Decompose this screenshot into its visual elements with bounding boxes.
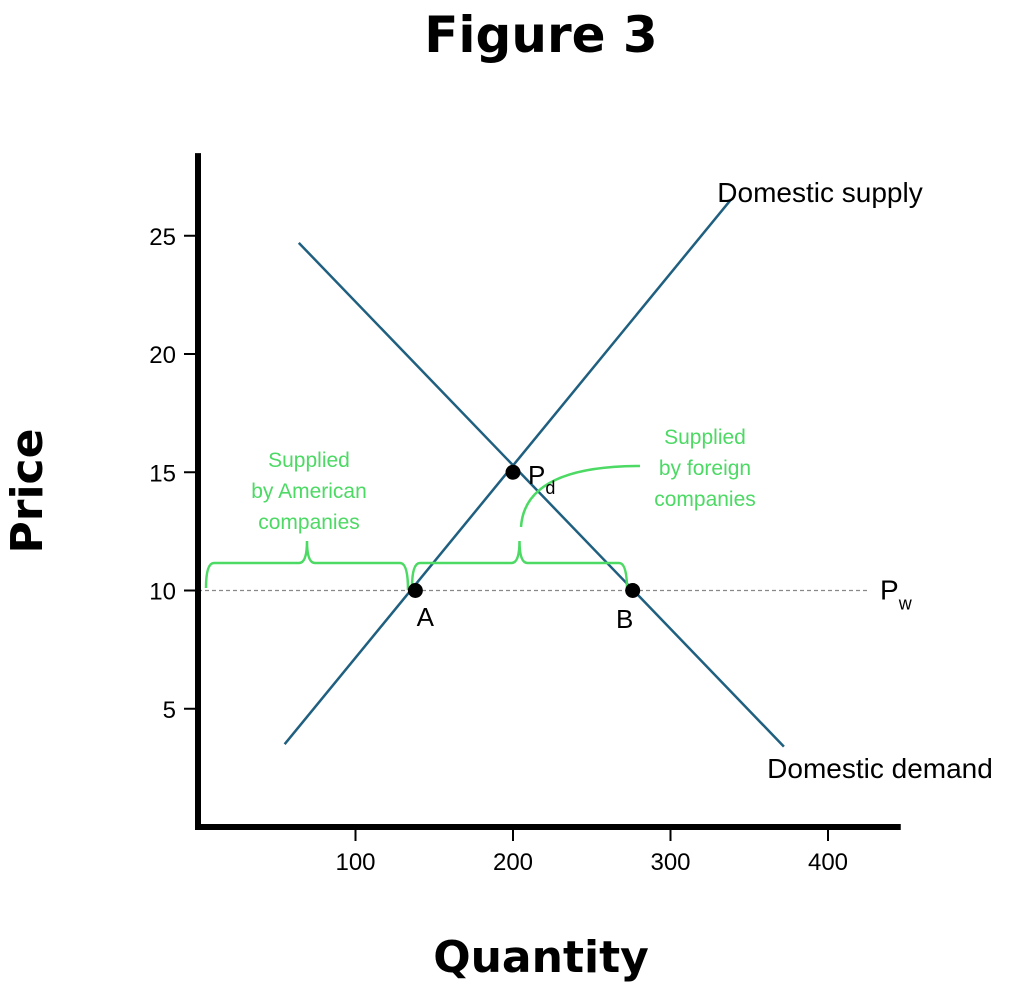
point-pd [505, 464, 521, 480]
domestic-demand-line [297, 241, 785, 748]
american-annotation-line: by American [251, 480, 367, 503]
supply-curve-label: Domestic supply [717, 177, 922, 208]
american-annotation-line: companies [258, 511, 360, 534]
y-tick-label: 25 [149, 224, 176, 251]
y-axis-title: Price [2, 429, 53, 554]
y-tick-label: 5 [163, 697, 176, 724]
foreign-annotation-connector [519, 464, 641, 528]
foreign-annotation-line: companies [654, 488, 756, 511]
foreign-supply-bracket [410, 540, 629, 591]
y-tick-label: 15 [149, 460, 176, 487]
point-b-label: B [616, 604, 633, 634]
point-a-label: A [417, 602, 435, 632]
foreign-annotation-line: by foreign [659, 457, 751, 480]
foreign-annotation-line: Supplied [664, 426, 746, 449]
american-supply-bracket [204, 540, 410, 591]
x-axis-title: Quantity [433, 932, 649, 983]
x-tick-label: 400 [808, 849, 848, 876]
x-tick-label: 300 [650, 849, 690, 876]
y-tick-label: 10 [149, 579, 176, 606]
point-a [407, 583, 423, 598]
demand-curve-label: Domestic demand [767, 753, 993, 784]
world-price-label: Pw [880, 575, 913, 614]
x-tick-label: 100 [335, 849, 375, 876]
point-b [625, 583, 641, 598]
x-tick-label: 200 [493, 849, 533, 876]
point-pd-label: Pd [528, 460, 555, 498]
american-annotation-line: Supplied [268, 449, 350, 472]
chart-title: Figure 3 [424, 6, 657, 64]
y-tick-label: 20 [149, 342, 176, 369]
plot-area: 5 10 15 20 25 100 200 300 400 Domestic supply Dome… [149, 153, 993, 876]
